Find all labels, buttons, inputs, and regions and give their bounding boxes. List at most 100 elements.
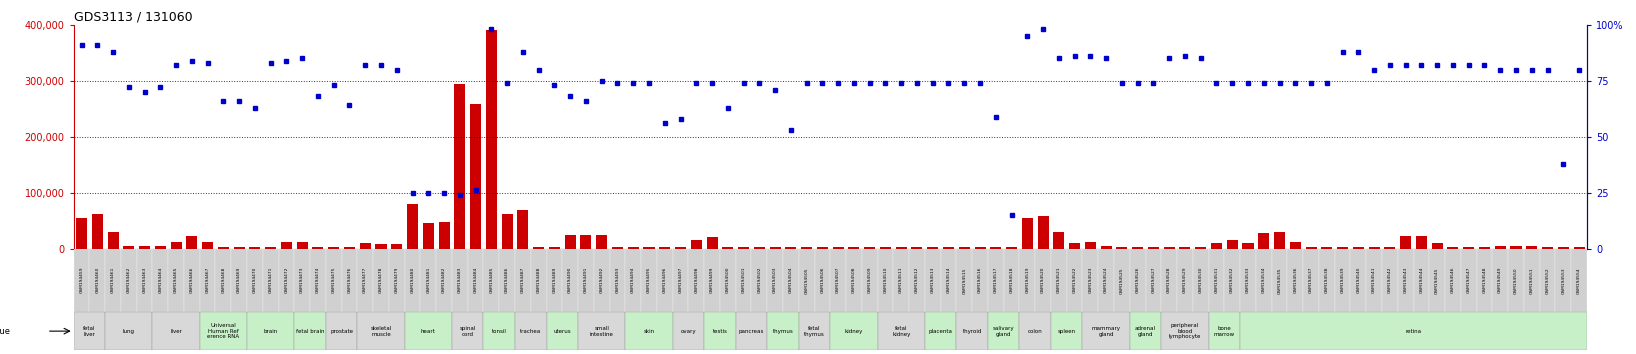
- Bar: [707, 238, 718, 249]
- Bar: [357, 312, 404, 350]
- Bar: [1145, 249, 1162, 312]
- Bar: [959, 247, 970, 249]
- Bar: [294, 312, 326, 350]
- Text: GSM194529: GSM194529: [1183, 267, 1188, 293]
- Bar: [1543, 247, 1553, 249]
- Bar: [862, 249, 877, 312]
- Text: GSM194516: GSM194516: [978, 267, 982, 293]
- Bar: [470, 104, 481, 249]
- Text: trachea: trachea: [520, 329, 542, 333]
- Bar: [1098, 249, 1114, 312]
- Bar: [92, 214, 103, 249]
- Bar: [628, 247, 638, 249]
- Bar: [296, 242, 308, 249]
- Text: GSM194550: GSM194550: [1513, 267, 1518, 293]
- Bar: [1366, 249, 1382, 312]
- Text: lung: lung: [123, 329, 134, 333]
- Text: GSM194460: GSM194460: [95, 267, 100, 293]
- Bar: [234, 247, 245, 249]
- Bar: [975, 247, 985, 249]
- Bar: [342, 249, 357, 312]
- Bar: [988, 249, 1003, 312]
- Bar: [1414, 249, 1430, 312]
- Text: GSM194519: GSM194519: [1026, 267, 1029, 293]
- Bar: [1116, 247, 1127, 249]
- Text: GSM194517: GSM194517: [993, 267, 998, 293]
- Text: GSM194524: GSM194524: [1104, 267, 1108, 293]
- Text: ovary: ovary: [681, 329, 697, 333]
- Bar: [754, 247, 766, 249]
- Bar: [546, 249, 563, 312]
- Bar: [517, 210, 528, 249]
- Bar: [183, 249, 200, 312]
- Bar: [1211, 243, 1222, 249]
- Text: GSM194499: GSM194499: [710, 267, 713, 293]
- Bar: [957, 249, 972, 312]
- Text: GSM194530: GSM194530: [1199, 267, 1202, 293]
- Text: fetal brain: fetal brain: [296, 329, 324, 333]
- Bar: [1557, 247, 1569, 249]
- Text: small
intestine: small intestine: [589, 326, 614, 337]
- Text: fetal
kidney: fetal kidney: [892, 326, 910, 337]
- Bar: [911, 247, 923, 249]
- Bar: [751, 249, 767, 312]
- Bar: [578, 249, 594, 312]
- Bar: [1479, 247, 1490, 249]
- Text: GSM194497: GSM194497: [679, 267, 682, 293]
- Bar: [74, 312, 105, 350]
- Text: GSM194495: GSM194495: [646, 267, 651, 293]
- Text: GSM194552: GSM194552: [1546, 267, 1549, 293]
- Text: GSM194514: GSM194514: [947, 267, 951, 293]
- Bar: [877, 249, 893, 312]
- Bar: [738, 247, 749, 249]
- Bar: [1019, 249, 1036, 312]
- Bar: [1209, 312, 1240, 350]
- Bar: [1337, 247, 1348, 249]
- Bar: [690, 240, 702, 249]
- Text: GSM194554: GSM194554: [1577, 267, 1580, 293]
- Text: GSM194489: GSM194489: [553, 267, 556, 293]
- Bar: [924, 249, 941, 312]
- Text: fetal
liver: fetal liver: [83, 326, 95, 337]
- Text: GSM194532: GSM194532: [1230, 267, 1234, 293]
- Bar: [218, 247, 229, 249]
- Bar: [437, 249, 452, 312]
- Bar: [1227, 240, 1238, 249]
- Text: GSM194481: GSM194481: [427, 267, 430, 293]
- Bar: [121, 249, 137, 312]
- Text: testis: testis: [713, 329, 728, 333]
- Text: GSM194493: GSM194493: [615, 267, 620, 293]
- Text: GSM194539: GSM194539: [1340, 267, 1345, 293]
- Text: GSM194510: GSM194510: [883, 267, 887, 293]
- Bar: [376, 244, 386, 249]
- Bar: [736, 312, 767, 350]
- Bar: [1322, 247, 1332, 249]
- Bar: [1400, 236, 1412, 249]
- Bar: [957, 312, 988, 350]
- Bar: [294, 249, 311, 312]
- Bar: [484, 249, 499, 312]
- Text: GSM194520: GSM194520: [1040, 267, 1045, 293]
- Bar: [1539, 249, 1556, 312]
- Bar: [1461, 249, 1477, 312]
- Text: GSM194535: GSM194535: [1278, 267, 1281, 293]
- Bar: [895, 247, 906, 249]
- Bar: [798, 249, 815, 312]
- Bar: [344, 247, 355, 249]
- Bar: [1162, 249, 1176, 312]
- Bar: [1510, 246, 1521, 249]
- Bar: [928, 247, 939, 249]
- Text: GSM194464: GSM194464: [159, 267, 162, 293]
- Bar: [815, 249, 829, 312]
- Text: GSM194503: GSM194503: [774, 267, 777, 293]
- Bar: [659, 247, 671, 249]
- Text: bone
marrow: bone marrow: [1214, 326, 1235, 337]
- Text: GSM194521: GSM194521: [1057, 267, 1060, 293]
- Bar: [1382, 249, 1397, 312]
- Text: spleen: spleen: [1057, 329, 1076, 333]
- Text: GSM194551: GSM194551: [1530, 267, 1533, 293]
- Bar: [1193, 249, 1209, 312]
- Bar: [625, 249, 641, 312]
- Bar: [499, 249, 515, 312]
- Text: uterus: uterus: [553, 329, 571, 333]
